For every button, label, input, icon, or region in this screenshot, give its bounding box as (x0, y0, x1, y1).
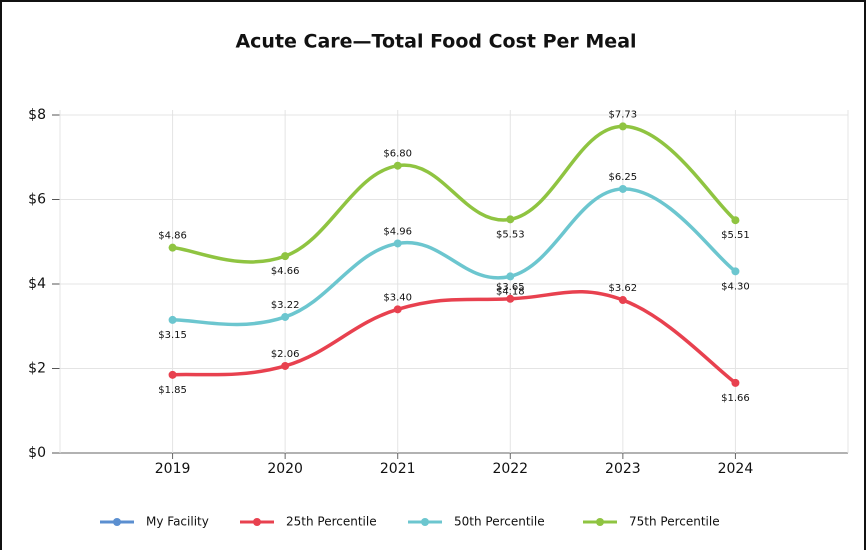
point (731, 267, 740, 276)
value-label: $4.18 (496, 286, 525, 297)
value-label: $4.86 (158, 231, 187, 242)
value-label: $3.62 (609, 283, 638, 294)
point (281, 252, 290, 261)
series-line (172, 124, 737, 264)
legend-marker (596, 518, 604, 526)
y-tick-label: $2 (28, 361, 46, 377)
value-label: $4.30 (721, 281, 750, 292)
point (168, 315, 177, 324)
legend-label: 75th Percentile (629, 515, 720, 529)
point (281, 361, 290, 370)
x-tick-label: 2024 (718, 461, 754, 477)
value-label: $3.22 (271, 300, 300, 311)
x-tick-label: 2019 (155, 461, 191, 477)
value-label: $6.80 (383, 149, 412, 160)
series-line (172, 290, 737, 385)
point (281, 312, 290, 321)
y-tick-label: $8 (28, 107, 46, 123)
legend-marker (113, 518, 121, 526)
point (168, 370, 177, 379)
value-label: $6.25 (609, 172, 638, 183)
value-label: $1.85 (158, 385, 187, 396)
value-label: $1.66 (721, 393, 750, 404)
y-tick-label: $0 (28, 445, 46, 461)
value-label: $3.15 (158, 330, 187, 341)
value-label: $3.65 (496, 282, 525, 293)
value-label: $7.73 (609, 109, 638, 120)
point (393, 239, 402, 248)
point (506, 294, 515, 303)
x-tick-label: 2023 (605, 461, 641, 477)
point (506, 215, 515, 224)
point (731, 216, 740, 225)
chart-title: Acute Care—Total Food Cost Per Meal (235, 31, 636, 53)
point (618, 122, 627, 131)
point (393, 305, 402, 314)
value-label: $4.66 (271, 266, 300, 277)
y-tick-label: $6 (28, 192, 46, 208)
point (393, 161, 402, 170)
y-tick-label: $4 (28, 276, 46, 292)
value-label: $3.40 (383, 292, 412, 303)
point (168, 243, 177, 252)
legend-label: 25th Percentile (286, 515, 377, 529)
value-label: $5.53 (496, 229, 525, 240)
legend-marker (253, 518, 261, 526)
legend-label: 50th Percentile (454, 515, 545, 529)
point (618, 184, 627, 193)
x-tick-label: 2020 (267, 461, 303, 477)
point (618, 296, 627, 305)
legend-label: My Facility (146, 515, 209, 529)
value-label: $5.51 (721, 230, 750, 241)
value-label: $4.96 (383, 226, 412, 237)
point (731, 378, 740, 387)
x-tick-label: 2021 (380, 461, 416, 477)
x-tick-label: 2022 (492, 461, 528, 477)
legend-marker (421, 518, 429, 526)
value-label: $2.06 (271, 349, 300, 360)
point (506, 272, 515, 281)
